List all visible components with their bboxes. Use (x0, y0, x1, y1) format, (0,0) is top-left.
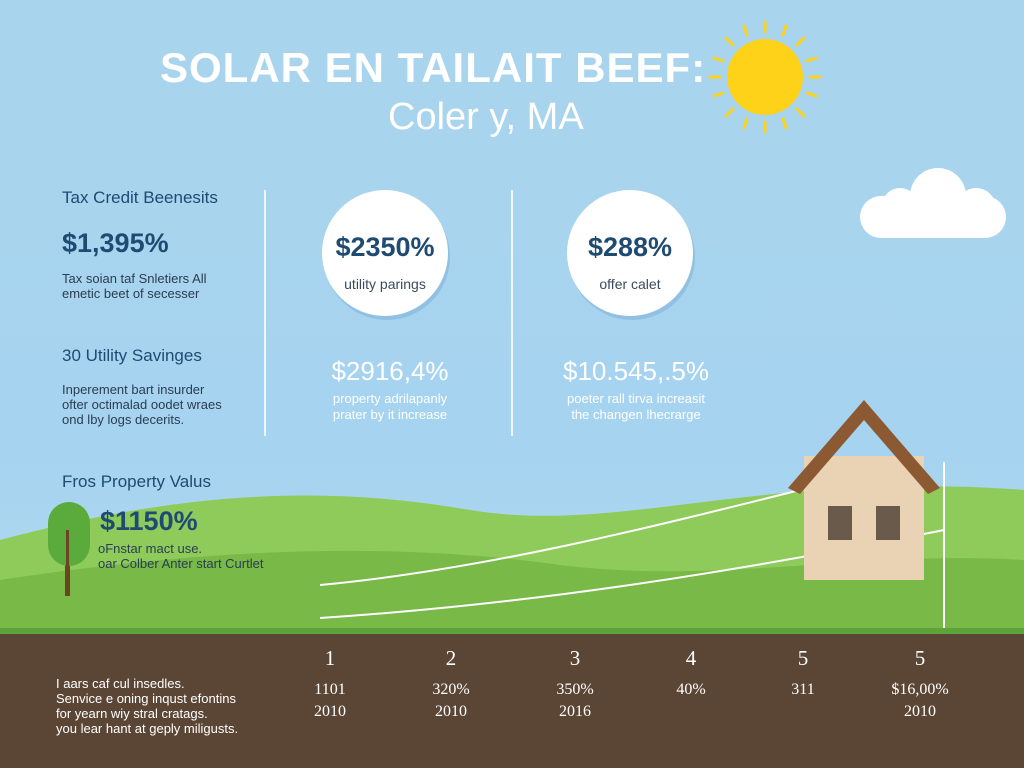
timeline-number: 4 (685, 646, 697, 670)
timeline-value: 40% (676, 681, 706, 698)
timeline-column-2: 2 320% 2010 (391, 646, 511, 721)
timeline-year: 2016 (559, 703, 591, 720)
property-value-line-1: oFnstar mact use. (98, 541, 203, 556)
utility-savings-block: 30 Utility Savinges Inperement bart insu… (62, 346, 222, 427)
divider-right (511, 190, 513, 436)
timeline-number: 1 (324, 646, 336, 670)
timeline-value: $16,00% (891, 681, 949, 698)
timeline-column-3: 3 350% 2016 (515, 646, 635, 721)
stat-circle-1: $2350% utility parings (322, 190, 448, 316)
timeline-column-1: 1 1101 2010 (270, 646, 390, 721)
timeline-year: 2010 (435, 703, 467, 720)
footer-note: I aars caf cul insedles. Senvice e oning… (56, 676, 238, 736)
mid-stat-1-line-1: property adrilapanly (332, 391, 448, 406)
timeline-number: 3 (569, 646, 581, 670)
property-value-heading: Fros Property Valus (62, 472, 211, 491)
stat-circle-1-value: $2350% (335, 232, 435, 262)
stat-circle-2-value: $288% (587, 232, 673, 262)
page-title: SOLAR EN TAILAIT BEEF: (160, 44, 707, 91)
timeline-number: 5 (797, 646, 809, 670)
sun-icon (708, 20, 822, 134)
stat-circle-1-label: utility parings (344, 276, 426, 292)
timeline-value: 320% (432, 681, 470, 698)
timeline-value: 350% (556, 681, 594, 698)
page-subtitle: Coler y, MA (388, 96, 584, 138)
mid-stat-2: $10.545,.5% poeter rall tirva increasit … (536, 356, 736, 423)
tax-credit-value: $1,395% (62, 228, 169, 258)
footer-line-2: Senvice e oning inqust efontins (56, 691, 236, 706)
timeline-column-6: 5 $16,00% 2010 (860, 646, 980, 721)
mid-stat-2-value: $10.545,.5% (562, 356, 709, 386)
property-value-value: $1150% (100, 506, 198, 536)
mid-stat-1-value: $2916,4% (331, 356, 449, 386)
utility-savings-heading: 30 Utility Savinges (62, 346, 202, 365)
tax-credit-line-2: emetic beet of secesser (62, 286, 200, 301)
footer-line-1: I aars caf cul insedles. (56, 676, 185, 691)
tax-credit-heading: Tax Credit Beenesits (62, 188, 218, 207)
stat-circle-2: $288% offer calet (567, 190, 693, 316)
footer-line-4: you lear hant at geply miligusts. (56, 721, 239, 736)
soil-band (0, 634, 1024, 768)
mid-stat-1-line-2: prater by it increase (332, 407, 448, 422)
house-icon (788, 400, 940, 580)
grass-edge (0, 628, 1024, 636)
utility-savings-line-1: Inperement bart insurder (62, 382, 205, 397)
timeline-number: 2 (445, 646, 457, 670)
timeline-value: 311 (791, 681, 815, 698)
tax-credit-block: Tax Credit Beenesits $1,395% Tax soian t… (62, 188, 218, 301)
mid-stat-2-line-2: the changen lhecrarge (571, 407, 701, 422)
mid-stat-1: $2916,4% property adrilapanly prater by … (300, 356, 480, 423)
timeline-number: 5 (914, 646, 926, 670)
cloud-icon (860, 168, 1006, 238)
timeline-column-5: 5 311 (743, 646, 863, 703)
footer-line-3: for yearn wiy stral cratags. (56, 706, 208, 721)
timeline-column-4: 4 40% (631, 646, 751, 703)
mid-stat-2-line-1: poeter rall tirva increasit (567, 391, 705, 406)
property-value-block: Fros Property Valus $1150% oFnstar mact … (62, 472, 263, 571)
tax-credit-line-1: Tax soian taf Snletiers All (62, 271, 207, 286)
timeline-year: 2010 (314, 703, 346, 720)
utility-savings-line-2: ofter octimalad oodet wraes (62, 397, 222, 412)
utility-savings-line-3: ond lby logs decerits. (62, 412, 185, 427)
tree-icon (48, 502, 90, 596)
divider-left (264, 190, 266, 436)
timeline-year: 2010 (904, 703, 936, 720)
stat-circle-2-label: offer calet (599, 276, 661, 292)
timeline-value: 1101 (314, 681, 346, 698)
property-value-line-2: oar Colber Anter start Curtlet (98, 556, 264, 571)
